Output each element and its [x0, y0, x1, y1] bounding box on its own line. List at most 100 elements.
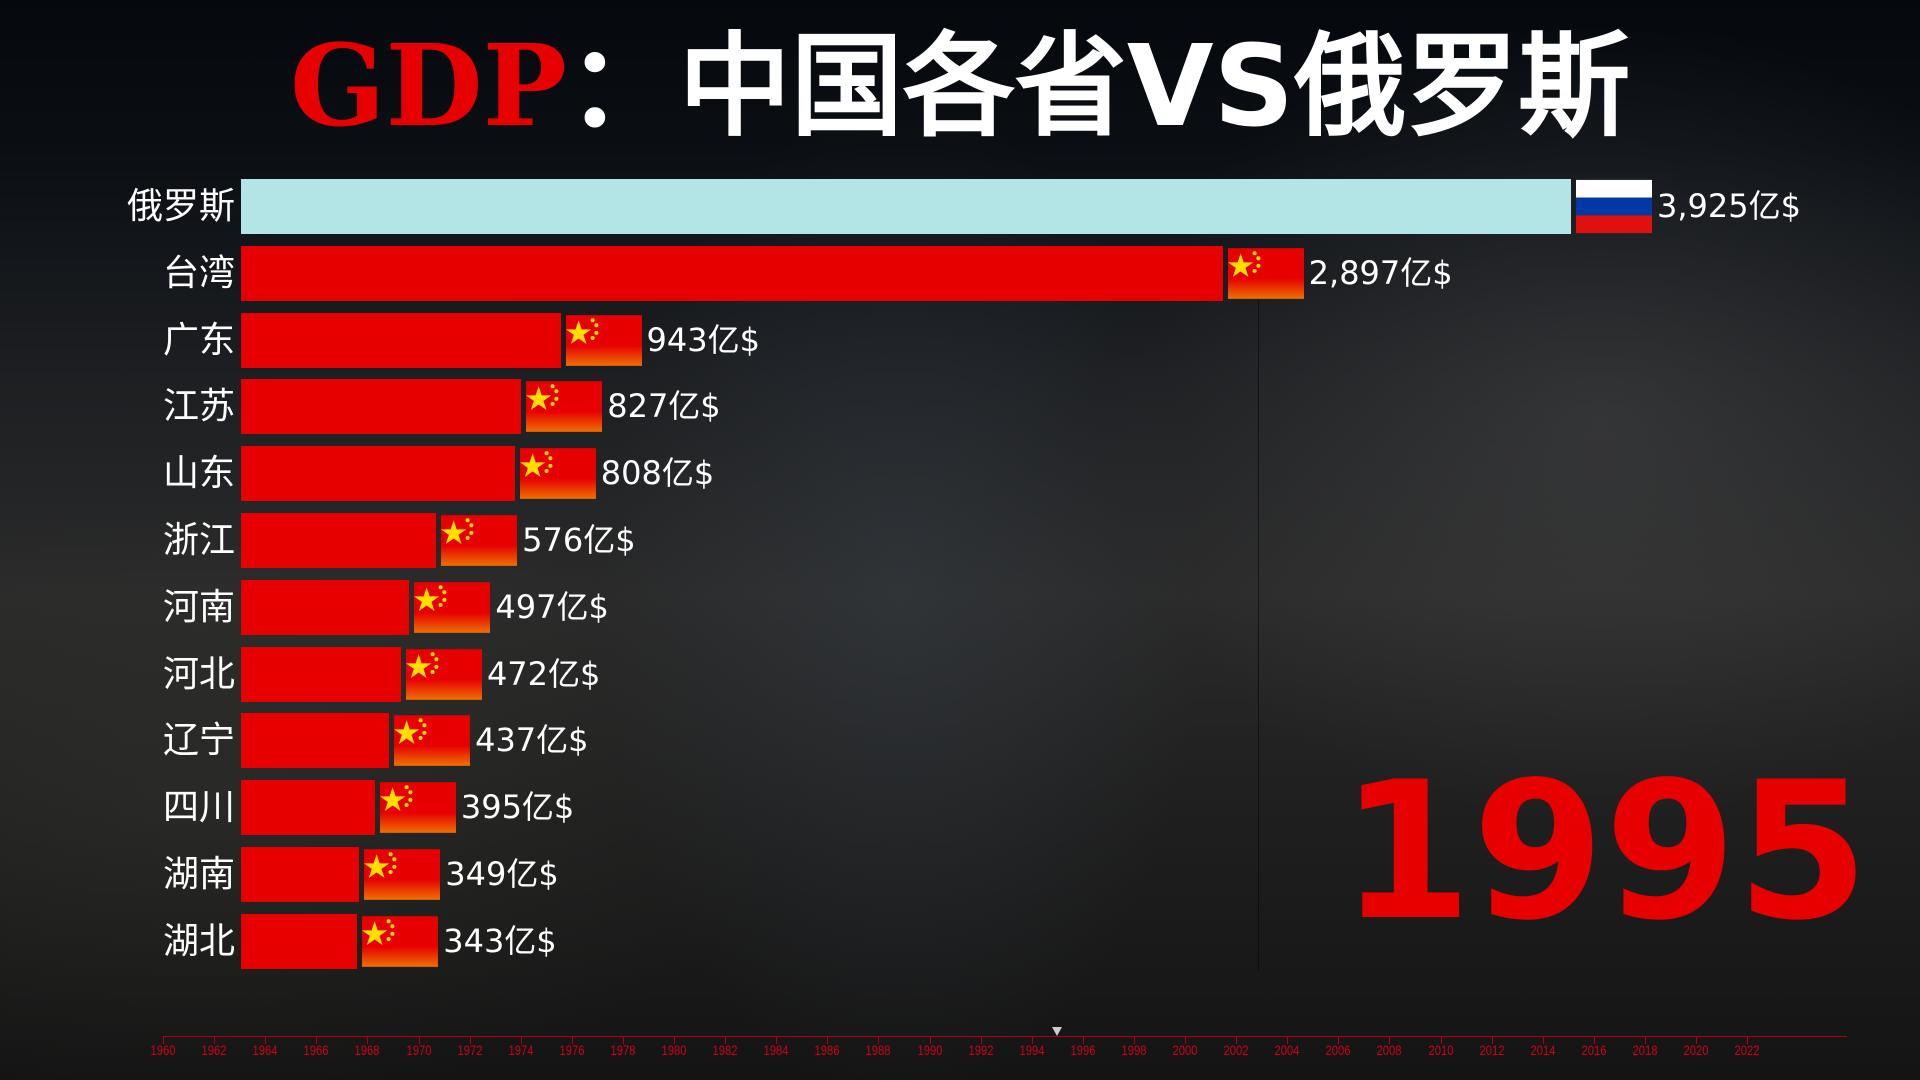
russia-flag-icon [1576, 179, 1652, 234]
timeline-axis[interactable] [163, 1036, 1847, 1037]
timeline-tick [725, 1036, 727, 1044]
bar-9 [241, 780, 375, 836]
value-label: 808亿$ [600, 454, 715, 493]
timeline-tick [1287, 1036, 1289, 1044]
timeline-year-label[interactable]: 1990 [917, 1042, 942, 1058]
bar-7 [241, 646, 401, 702]
timeline-tick [1133, 1036, 1135, 1044]
timeline-year-label[interactable]: 1980 [661, 1042, 687, 1058]
china-flag-icon [519, 446, 596, 501]
timeline-year-label[interactable]: 1970 [406, 1042, 431, 1058]
timeline-year-label[interactable]: 2022 [1734, 1042, 1760, 1058]
timeline-year-label[interactable]: 2018 [1632, 1042, 1658, 1058]
category-label: 湖北 [162, 920, 235, 962]
timeline-marker[interactable] [1052, 1027, 1063, 1036]
timeline-year-label[interactable]: 1994 [1019, 1042, 1045, 1058]
timeline-tick [1236, 1036, 1238, 1044]
timeline-tick [1082, 1036, 1084, 1044]
timeline-tick [1747, 1036, 1749, 1044]
timeline-year-label[interactable]: 2004 [1274, 1042, 1300, 1058]
category-label: 浙江 [162, 520, 235, 561]
timeline-year-label[interactable]: 2020 [1683, 1042, 1709, 1058]
timeline-tick [776, 1036, 778, 1044]
timeline-tick [980, 1036, 982, 1044]
timeline-year-label[interactable]: 2008 [1376, 1042, 1402, 1058]
timeline-year-label[interactable]: 1996 [1070, 1042, 1096, 1058]
timeline-year-label[interactable]: 1992 [968, 1042, 994, 1058]
bar-3 [241, 379, 522, 435]
timeline-year-label[interactable]: 2006 [1325, 1042, 1351, 1058]
timeline-tick [1644, 1036, 1646, 1044]
timeline-year-label[interactable]: 1986 [814, 1042, 840, 1058]
timeline-year-label[interactable]: 1962 [201, 1042, 227, 1058]
timeline-tick [674, 1036, 675, 1044]
timeline-year-label[interactable]: 1968 [354, 1042, 380, 1058]
bar-0 [241, 179, 1571, 234]
year-display: 1995 [1340, 741, 1869, 962]
chart-title: GDP：中国各省VS俄罗斯 [0, 21, 1920, 153]
timeline-year-label[interactable]: 2000 [1172, 1042, 1198, 1058]
timeline-year-label[interactable]: 1976 [559, 1042, 585, 1058]
title-gdp: GDP [289, 21, 567, 152]
timeline-tick [1389, 1036, 1391, 1044]
timeline-tick [1031, 1036, 1033, 1044]
timeline-year-label[interactable]: 1982 [712, 1042, 738, 1058]
category-label: 广东 [162, 319, 235, 361]
value-label: 3,925亿$ [1657, 187, 1801, 225]
china-flag-icon [1227, 246, 1304, 301]
bar-10 [241, 847, 360, 902]
title-rest: ：中国各省VS俄罗斯 [566, 22, 1631, 152]
timeline-tick [367, 1036, 369, 1044]
bar-8 [241, 713, 390, 769]
timeline-year-label[interactable]: 1966 [303, 1042, 329, 1058]
bar-1 [241, 245, 1223, 301]
timeline-tick [1440, 1036, 1442, 1044]
value-label: 827亿$ [607, 387, 721, 426]
timeline-tick [469, 1036, 471, 1044]
timeline-year-label[interactable]: 1974 [508, 1042, 534, 1058]
timeline-tick [1542, 1036, 1544, 1044]
timeline-tick [214, 1036, 216, 1044]
china-flag-icon [364, 847, 441, 902]
category-label: 江苏 [162, 386, 235, 428]
category-label: 河北 [162, 653, 235, 695]
value-label: 2,897亿$ [1308, 253, 1453, 292]
timeline-year-label[interactable]: 1960 [150, 1042, 176, 1058]
category-label: 台湾 [162, 252, 235, 294]
china-flag-icon [565, 313, 642, 368]
timeline-tick [265, 1036, 267, 1044]
timeline-year-label[interactable]: 2016 [1581, 1042, 1607, 1058]
bar-5 [241, 513, 437, 568]
timeline-year-label[interactable]: 2014 [1530, 1042, 1556, 1058]
timeline-year-label[interactable]: 2010 [1428, 1042, 1453, 1058]
category-label: 湖南 [162, 854, 235, 895]
timeline-year-label[interactable]: 1988 [865, 1042, 891, 1058]
category-label: 辽宁 [162, 720, 235, 762]
value-label: 497亿$ [495, 587, 609, 626]
china-flag-icon [414, 580, 491, 635]
value-label: 472亿$ [486, 654, 601, 693]
category-label: 山东 [162, 453, 235, 495]
timeline-tick [878, 1036, 880, 1044]
category-label: 四川 [162, 787, 235, 829]
category-label: 俄罗斯 [126, 186, 235, 227]
china-flag-icon [526, 379, 603, 434]
timeline-year-label[interactable]: 2002 [1223, 1042, 1249, 1058]
timeline-tick [418, 1036, 420, 1044]
timeline-tick [316, 1036, 318, 1044]
timeline-year-label[interactable]: 1984 [763, 1042, 789, 1058]
bar-11 [241, 913, 358, 969]
timeline-year-label[interactable]: 1964 [252, 1042, 278, 1058]
timeline-year-label[interactable]: 2012 [1479, 1042, 1505, 1058]
timeline-tick [622, 1036, 624, 1044]
value-label: 576亿$ [522, 521, 636, 559]
value-label: 395亿$ [460, 788, 575, 827]
category-label: 河南 [162, 586, 235, 628]
timeline-year-label[interactable]: 1978 [610, 1042, 636, 1058]
timeline-year-label[interactable]: 1972 [457, 1042, 483, 1058]
china-flag-icon [362, 914, 439, 969]
timeline-tick [571, 1036, 573, 1044]
timeline-year-label[interactable]: 1998 [1121, 1042, 1147, 1058]
timeline-tick [827, 1036, 829, 1044]
